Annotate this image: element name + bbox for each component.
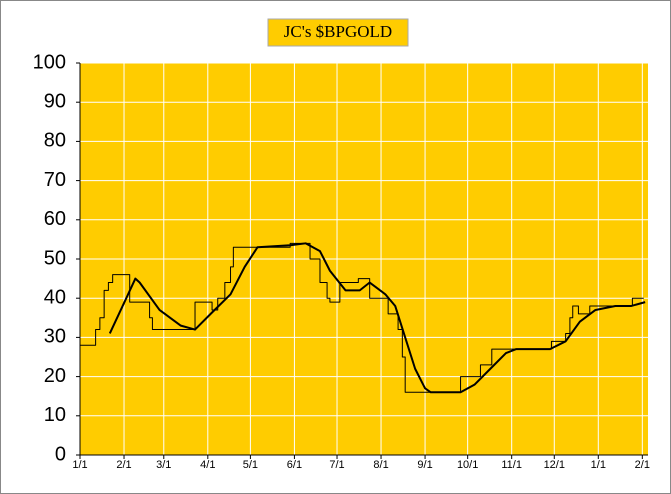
- chart-title: JC's $BPGOLD: [284, 22, 392, 41]
- y-tick-label: 70: [44, 169, 66, 191]
- y-tick-label: 100: [33, 51, 66, 73]
- y-tick-label: 50: [44, 247, 66, 269]
- x-tick-label: 6/1: [287, 459, 302, 471]
- y-tick-label: 80: [44, 130, 66, 152]
- y-tick-label: 40: [44, 286, 66, 308]
- title-box: [267, 18, 409, 47]
- x-tick-label: 5/1: [243, 459, 258, 471]
- y-tick-label: 60: [44, 208, 66, 230]
- x-tick-label: 2/1: [635, 459, 650, 471]
- x-tick-label: 2/1: [116, 459, 131, 471]
- y-tick-label: 90: [44, 90, 66, 112]
- x-tick-label: 11/1: [501, 459, 522, 471]
- y-tick-label: 20: [44, 365, 66, 387]
- x-tick-label: 4/1: [200, 459, 215, 471]
- x-tick-label: 8/1: [373, 459, 388, 471]
- x-tick-label: 3/1: [156, 459, 171, 471]
- y-tick-label: 30: [44, 326, 66, 348]
- x-tick-label: 12/1: [544, 459, 565, 471]
- x-tick-label: 1/1: [591, 459, 606, 471]
- y-tick-label: 10: [44, 404, 66, 426]
- series-line: [108, 242, 646, 394]
- y-tick-label: 0: [55, 443, 66, 465]
- x-tick-label: 10/1: [457, 459, 478, 471]
- x-tick-label: 1/1: [72, 459, 87, 471]
- series-line: [80, 242, 644, 393]
- x-tick-label: 9/1: [417, 459, 432, 471]
- x-tick-label: 7/1: [329, 459, 344, 471]
